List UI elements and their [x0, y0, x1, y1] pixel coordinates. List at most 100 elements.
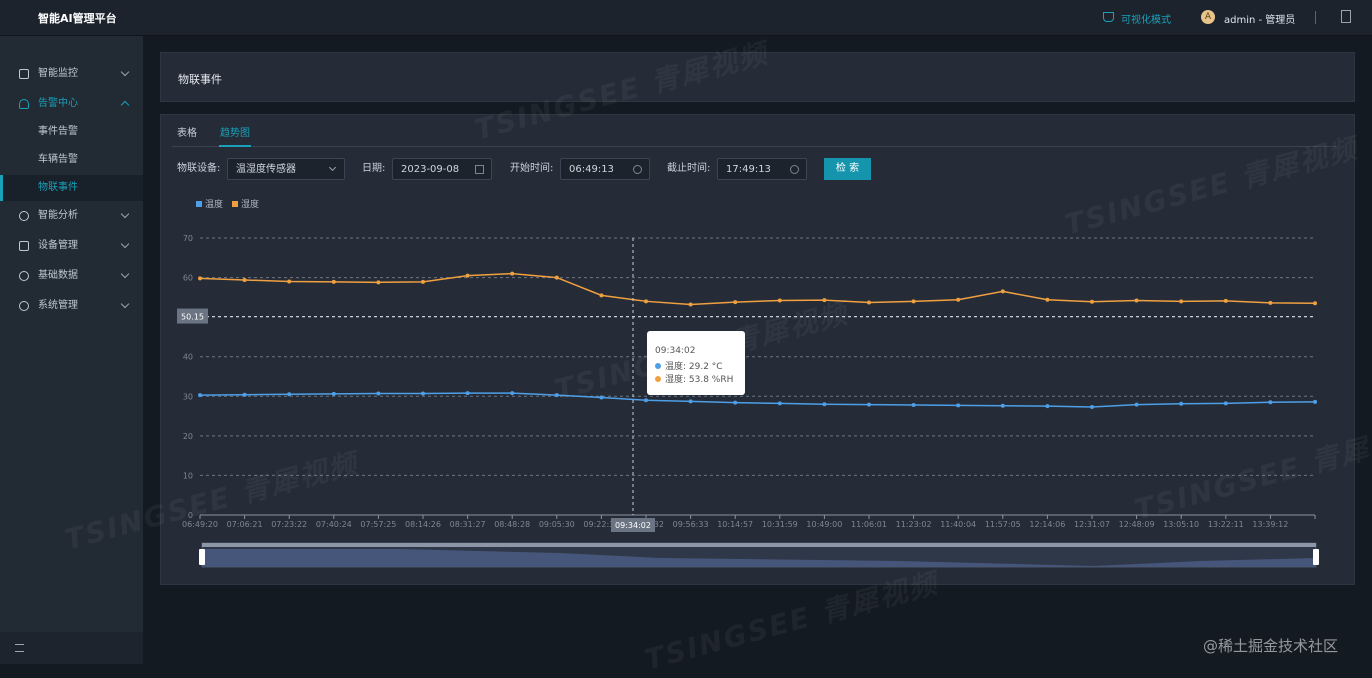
data-point — [1134, 402, 1139, 407]
pointer-x-label: 09:34:02 — [615, 521, 651, 530]
filter-label: 截止时间: — [667, 163, 711, 174]
data-point — [198, 276, 202, 281]
data-point — [911, 402, 916, 407]
menu-item[interactable]: 设备管理 — [0, 233, 143, 259]
data-point — [1045, 404, 1050, 409]
x-tick-label: 12:31:07 — [1074, 520, 1110, 529]
data-point — [1045, 297, 1050, 302]
data-point — [1179, 401, 1184, 406]
collapse-icon — [15, 644, 24, 652]
data-point — [287, 279, 292, 284]
x-tick-label: 08:14:26 — [405, 520, 441, 529]
x-tick-label: 11:40:04 — [940, 520, 976, 529]
x-tick-label: 10:14:57 — [717, 520, 753, 529]
data-point — [867, 300, 871, 305]
data-point — [376, 280, 381, 285]
menu-item[interactable]: 智能分析 — [0, 203, 143, 229]
x-tick-label: 06:49:20 — [182, 520, 218, 529]
menu-item[interactable]: 基础数据 — [0, 263, 143, 289]
y-tick-label: 40 — [183, 353, 193, 362]
legend-label: 温度 — [205, 198, 223, 210]
end-time-input[interactable]: 17:49:13 — [717, 158, 807, 180]
data-point — [331, 279, 336, 284]
menu-label: 告警中心 — [38, 98, 78, 109]
menu-item[interactable]: 系统管理 — [0, 293, 143, 319]
series-line — [199, 272, 1316, 306]
data-point — [554, 393, 559, 398]
menu-item[interactable]: 告警中心 — [0, 91, 143, 117]
data-point — [956, 403, 961, 408]
menu-label: 系统管理 — [38, 300, 78, 311]
filter-label: 开始时间: — [510, 163, 554, 174]
y-tick-label: 70 — [183, 234, 193, 243]
search-button[interactable]: 检 索 — [824, 158, 871, 180]
menu-label: 设备管理 — [38, 240, 78, 251]
tab-active[interactable]: 趋势图 — [220, 128, 250, 139]
data-point — [1134, 298, 1139, 303]
filter-label: 日期: — [362, 163, 386, 174]
data-point — [331, 391, 336, 396]
x-tick-label: 11:06:01 — [851, 520, 887, 529]
submenu-item[interactable]: 车辆告警 — [0, 147, 143, 173]
date-input[interactable]: 2023-09-08 — [392, 158, 492, 180]
data-point — [1000, 403, 1005, 408]
title-panel: 物联事件 — [160, 52, 1355, 102]
menu-item[interactable]: 智能监控 — [0, 61, 143, 87]
data-point — [242, 277, 247, 282]
user-menu[interactable]: admin - 管理员 — [1224, 15, 1296, 26]
divider — [1315, 11, 1316, 24]
start-time-input[interactable]: 06:49:13 — [560, 158, 650, 180]
data-point — [421, 279, 425, 284]
data-point — [777, 401, 782, 406]
input-value: 17:49:13 — [726, 164, 771, 175]
zoom-handle[interactable] — [1313, 549, 1319, 565]
legend-label: 湿度 — [241, 198, 259, 210]
pointer-label-box — [611, 518, 655, 532]
x-tick-label: 10:49:00 — [806, 520, 842, 529]
series-line — [199, 392, 1316, 408]
tab-separator — [172, 146, 1337, 147]
data-point — [777, 298, 782, 303]
data-point — [599, 293, 604, 298]
collapse-bar[interactable] — [0, 632, 143, 664]
zoom-handle[interactable] — [199, 549, 205, 565]
data-point — [1268, 300, 1273, 305]
mode-switch[interactable]: 可视化模式 — [1121, 15, 1171, 26]
data-point — [510, 271, 515, 276]
page-title: 物联事件 — [178, 73, 222, 86]
tooltip-dot — [655, 363, 661, 369]
tab[interactable]: 表格 — [177, 128, 197, 139]
x-tick-label: 09:56:33 — [673, 520, 709, 529]
logout-button[interactable] — [1341, 10, 1351, 23]
data-point — [287, 392, 292, 397]
x-tick-label: 11:23:02 — [896, 520, 932, 529]
sidebar: 智能监控 告警中心 事件告警 车辆告警 物联事件 智能分析 设备管理 基础数据 … — [0, 36, 143, 664]
data-point — [1000, 289, 1005, 294]
submenu-item[interactable]: 事件告警 — [0, 119, 143, 145]
app-title: 智能AI管理平台 — [38, 12, 117, 25]
header: 智能AI管理平台 可视化模式 A admin - 管理员 — [0, 0, 1372, 36]
data-point — [867, 402, 871, 407]
y-tick-label: 0 — [188, 511, 193, 520]
y-tick-label: 10 — [183, 471, 193, 480]
legend-swatch — [232, 201, 238, 207]
data-point — [1179, 299, 1184, 304]
tooltip-row: 温度: 29.2 °C — [665, 360, 723, 372]
data-point — [911, 299, 916, 304]
x-tick-label: 07:06:21 — [227, 520, 263, 529]
y-tick-label: 30 — [183, 392, 193, 401]
submenu-label: 事件告警 — [38, 126, 78, 137]
x-tick-label: 09:22:31 — [583, 520, 619, 529]
pointer-y-label: 50.15 — [181, 313, 204, 322]
submenu-label: 车辆告警 — [38, 154, 78, 165]
data-point — [688, 302, 693, 307]
credit: @稀土掘金技术社区 — [1203, 637, 1339, 655]
x-tick-label: 08:31:27 — [450, 520, 486, 529]
submenu-item[interactable]: 物联事件 — [0, 175, 143, 201]
device-select[interactable]: 温湿度传感器 — [227, 158, 345, 180]
x-tick-label: 07:23:22 — [271, 520, 307, 529]
data-point — [733, 400, 738, 405]
x-tick-label: 13:05:10 — [1163, 520, 1199, 529]
data-point — [1223, 401, 1228, 406]
